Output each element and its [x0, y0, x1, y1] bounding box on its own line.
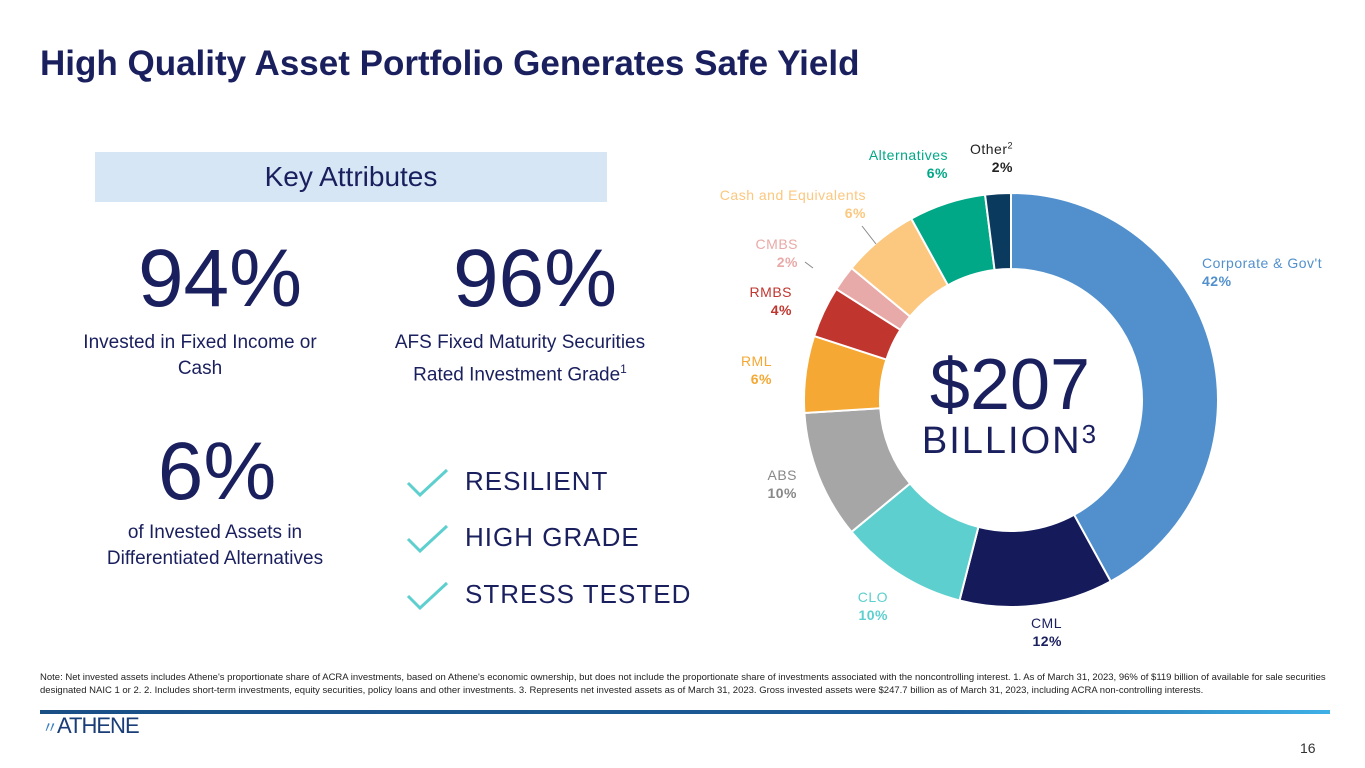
slice-label-value: 10%: [767, 485, 797, 501]
slice-label-value: 6%: [844, 205, 866, 221]
divider: [40, 710, 1330, 714]
stat-label: Invested in Fixed Income or Cash: [83, 332, 317, 379]
slice-label: Corporate & Gov't 42%: [1202, 254, 1322, 290]
check-item: RESILIENT: [405, 466, 608, 497]
slice-label-name: RMBS: [749, 284, 792, 300]
check-item: STRESS TESTED: [405, 579, 691, 610]
key-attributes-header: Key Attributes: [95, 152, 607, 202]
slice-label-name: CML: [1030, 615, 1062, 631]
slice-label-name: Other: [969, 141, 1008, 157]
checkmark-icon: [406, 581, 449, 610]
logo-wave-icon: 〃: [42, 720, 58, 737]
slice-label: ABS 10%: [740, 466, 797, 502]
check-item: HIGH GRADE: [405, 522, 640, 553]
slice-label: RMBS 4%: [720, 283, 792, 319]
slice-label-value: 42%: [1202, 273, 1232, 289]
leader-line: [804, 261, 814, 269]
slice-label-sup: 2: [1007, 140, 1013, 151]
page-number: 16: [1300, 740, 1316, 756]
slice-label: CML 12%: [985, 614, 1062, 650]
slice-label: Other2 2%: [960, 140, 1013, 176]
slice-label-value: 2%: [991, 159, 1013, 175]
checkmark-icon: [406, 468, 449, 497]
slice-label-value: 6%: [750, 371, 772, 387]
slice-label: CLO 10%: [840, 588, 888, 624]
slice-label: RML 6%: [720, 352, 772, 388]
stat-label: of Invested Assets in Differentiated Alt…: [106, 522, 324, 569]
slice-label: CMBS 2%: [720, 235, 798, 271]
slice-label: Alternatives 6%: [800, 146, 948, 182]
slice-label: Cash and Equivalents 6%: [660, 186, 866, 222]
slice-label-value: 4%: [770, 302, 792, 318]
slice-label-value: 10%: [858, 607, 888, 623]
stat-value: 6%: [157, 426, 277, 517]
slice-label-value: 6%: [926, 165, 948, 181]
checkmark-icon: [406, 524, 449, 553]
stat-value: 94%: [137, 233, 303, 324]
slice-label-name: Cash and Equivalents: [719, 187, 866, 203]
donut-slice-corporate-gov-t: [1010, 191, 1219, 583]
page-title: High Quality Asset Portfolio Generates S…: [40, 44, 860, 83]
center-unit: BILLION3: [921, 419, 1099, 462]
center-value: $207: [929, 345, 1091, 425]
slice-label-name: CLO: [857, 589, 888, 605]
leader-line: [861, 225, 877, 245]
footnote: Note: Net invested assets includes Athen…: [40, 672, 1326, 696]
slice-label-name: Alternatives: [868, 147, 948, 163]
stat-label: AFS Fixed Maturity Securities Rated Inve…: [394, 332, 646, 386]
slice-label-name: Corporate & Gov't: [1202, 255, 1323, 271]
athene-logo: 〃ATHENE: [42, 713, 140, 738]
slice-label-value: 12%: [1032, 633, 1062, 649]
slice-label-name: ABS: [767, 467, 797, 483]
slice-label-name: CMBS: [755, 236, 798, 252]
donut-slice-other: [983, 191, 1012, 272]
stat-value: 96%: [452, 233, 618, 324]
slice-label-value: 2%: [776, 254, 798, 270]
slice-label-name: RML: [740, 353, 772, 369]
